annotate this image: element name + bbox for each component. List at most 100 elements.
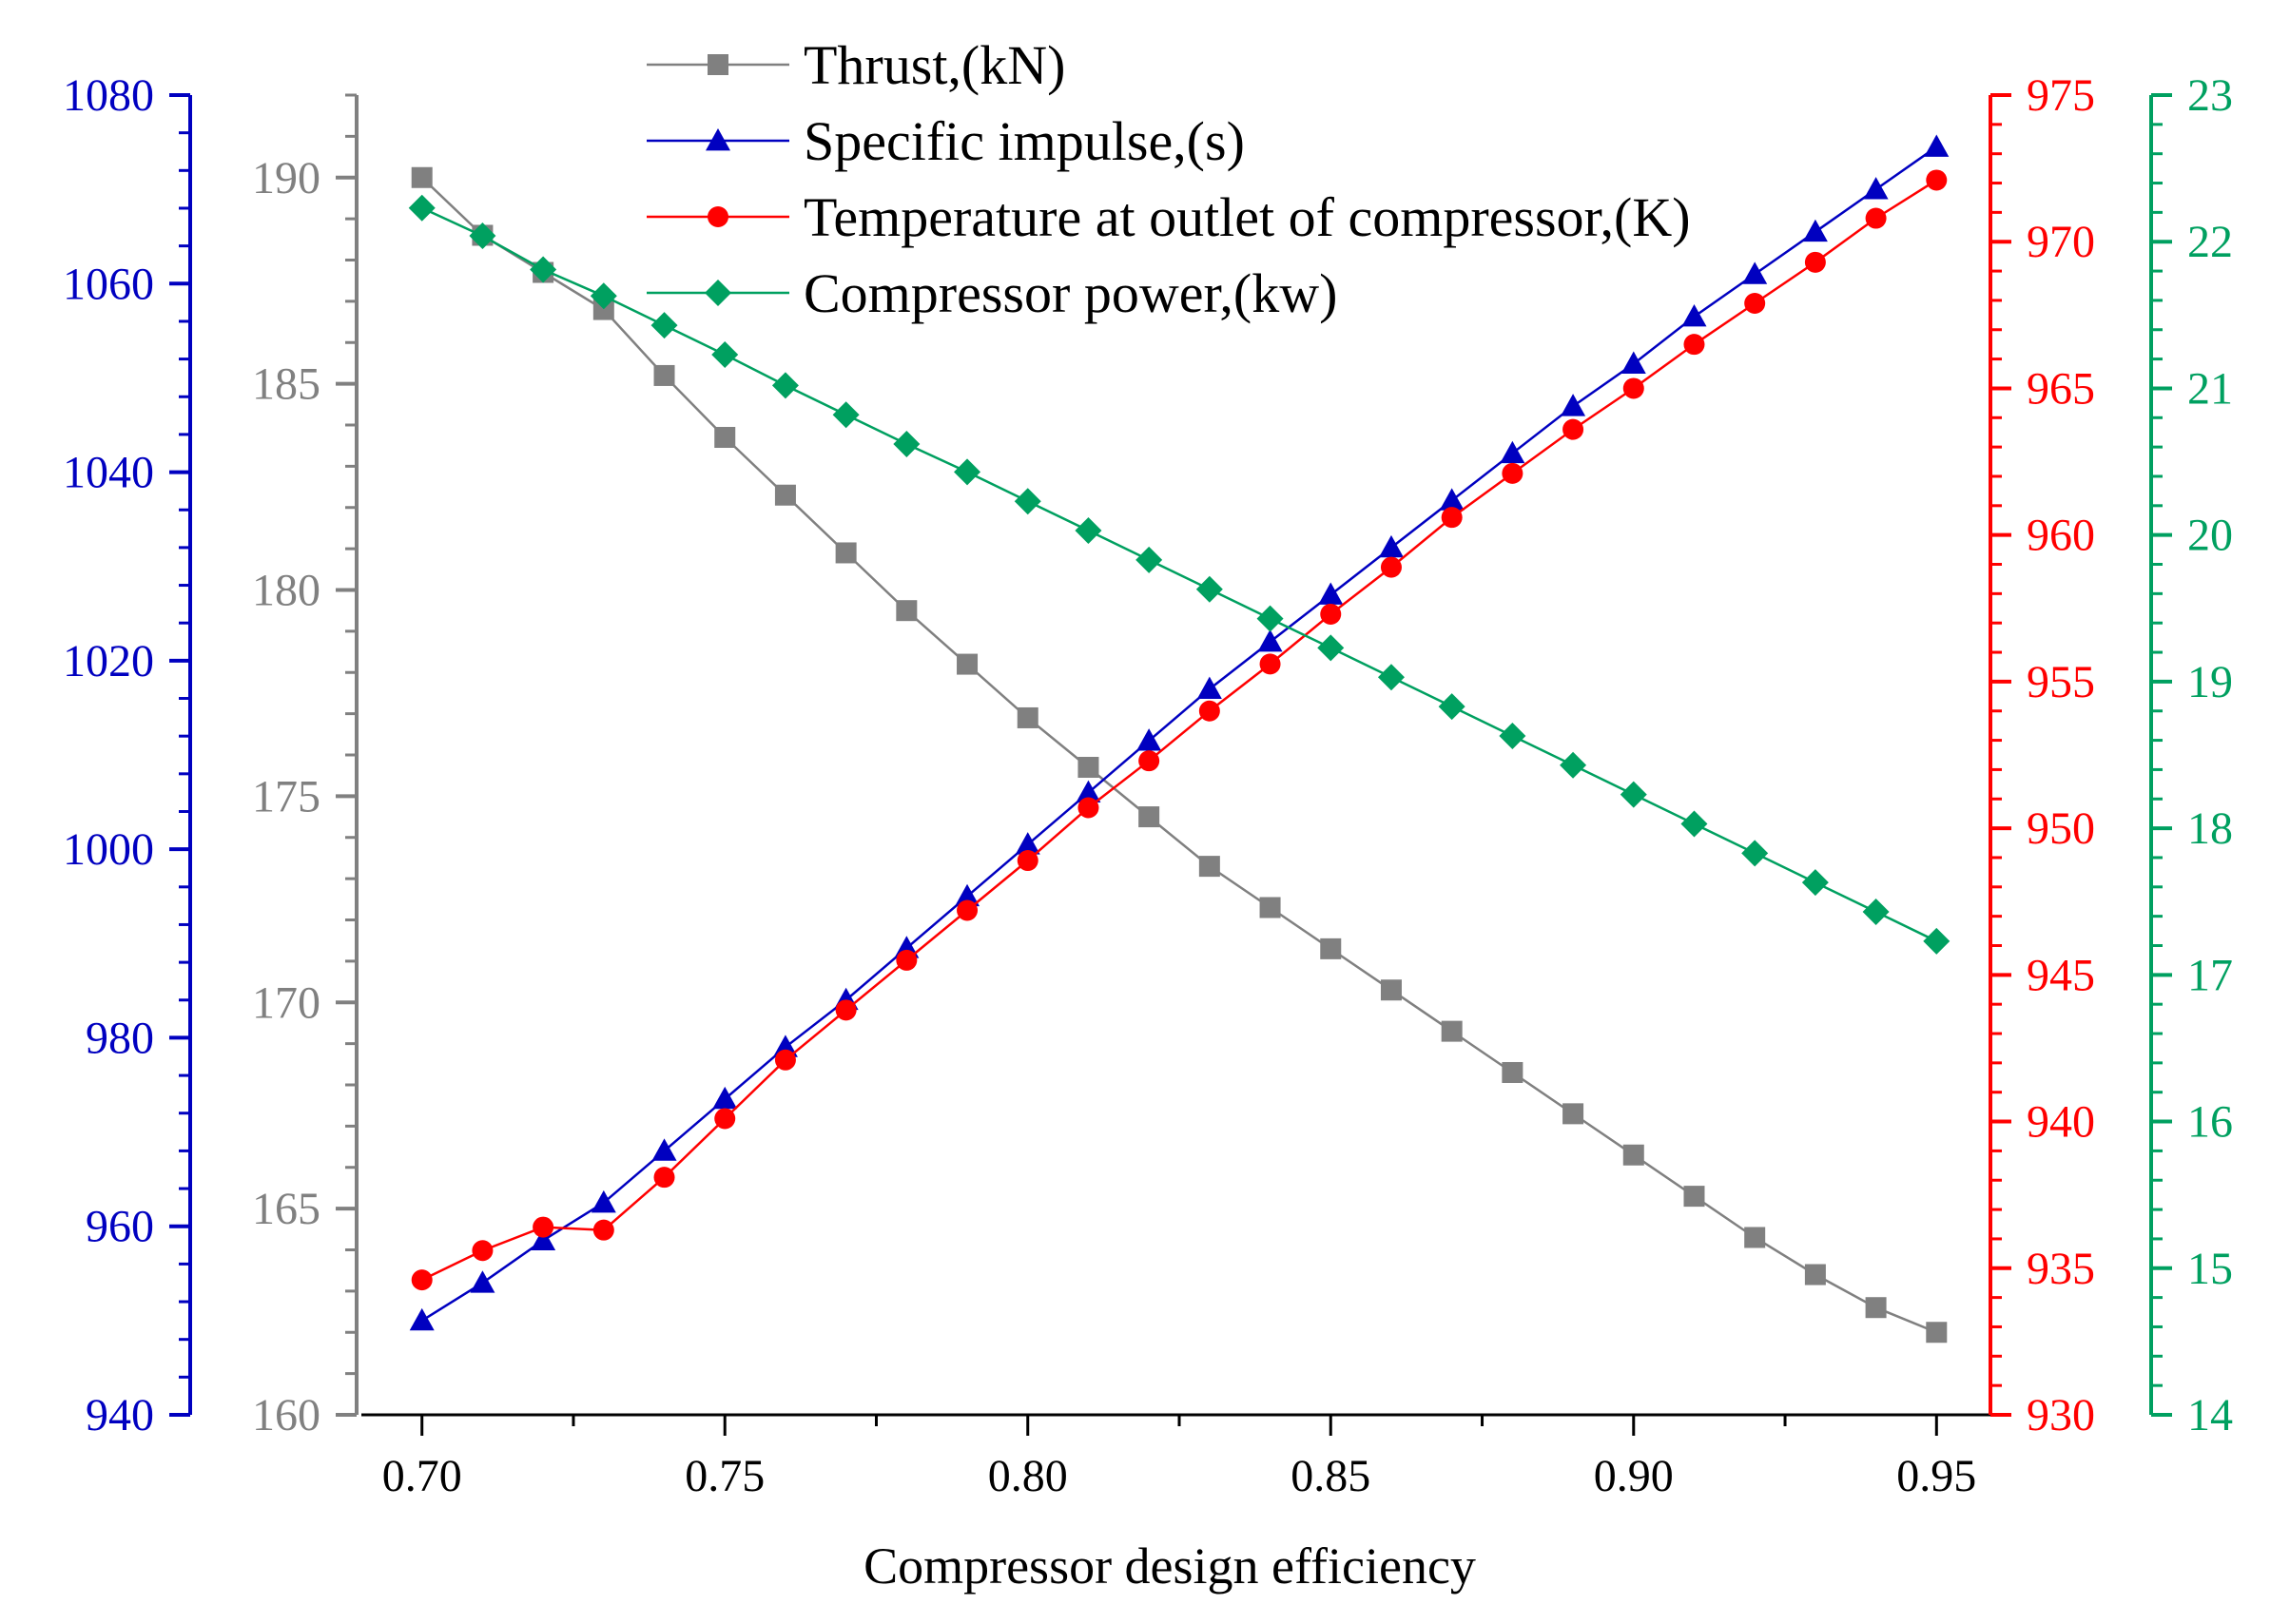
temperature-tick-label: 940 [2027,1097,2095,1148]
data-point [772,1034,798,1057]
thrust-tick-label: 185 [252,359,320,410]
temperature-tick-label: 955 [2027,657,2095,707]
data-point [1683,334,1705,356]
thrust-tick-label: 165 [252,1184,320,1234]
data-point [409,1307,435,1331]
data-point [1680,810,1708,838]
legend-marker [708,54,728,75]
power-tick-label: 20 [2187,511,2233,561]
data-point [957,899,979,921]
power-tick-label: 22 [2187,217,2233,267]
data-point [470,1270,495,1293]
data-point [653,364,675,386]
series-diamond [408,194,1950,955]
thrust-tick-label: 170 [252,977,320,1028]
data-point [1138,750,1160,772]
data-point [1681,303,1707,327]
data-point [1620,351,1646,374]
legend-marker [705,280,731,306]
data-point [411,166,433,188]
data-point [591,1189,616,1213]
data-point [835,999,857,1021]
data-point [653,1167,675,1189]
data-point [1320,603,1342,625]
power-tick-label: 21 [2187,363,2233,414]
data-point [1196,676,1222,699]
data-point [714,427,736,449]
data-point [957,653,979,675]
isp-tick-label: 1060 [63,259,154,309]
data-point [1499,722,1526,749]
data-point [1500,440,1525,464]
data-point [832,401,860,429]
power-tick-label: 23 [2187,70,2233,121]
data-point [1380,556,1402,578]
legend-marker [706,128,730,151]
series-line [421,206,1937,943]
data-point [592,299,614,320]
thrust-y-axis: 160 165 170 175 180 185 190 [252,93,359,1440]
temperature-tick-label: 935 [2027,1244,2095,1294]
power-tick-label: 14 [2187,1390,2233,1440]
data-point [1017,706,1038,728]
x-tick-label: 0.85 [1291,1451,1370,1501]
data-point [1742,261,1768,284]
data-point [1198,856,1220,878]
data-point [893,431,921,458]
data-point [774,1049,796,1071]
data-point [1014,488,1041,515]
series-line [421,179,1937,1282]
data-point [955,883,980,907]
data-point [1075,517,1102,545]
data-point [771,372,799,399]
x-tick-label: 0.80 [988,1451,1068,1501]
isp-tick-label: 1080 [63,70,154,121]
data-point [1195,575,1223,603]
data-point [1017,850,1038,872]
temperature-tick-label: 960 [2027,511,2095,561]
data-point [1802,219,1828,242]
data-point [472,1240,494,1262]
data-point [1136,728,1162,751]
data-point [1135,546,1163,573]
x-tick-label: 0.95 [1896,1451,1976,1501]
data-point [1863,177,1889,200]
data-point [1256,605,1284,632]
data-point [1502,1061,1523,1083]
data-point [1622,377,1644,399]
power-tick-label: 19 [2187,657,2233,707]
isp-tick-label: 1000 [63,824,154,875]
legend-marker [708,206,728,227]
data-point [1741,840,1769,867]
data-point [1077,797,1099,819]
data-point [1620,781,1647,808]
thrust-tick-label: 180 [252,566,320,616]
data-point [590,282,617,310]
data-point [1380,979,1402,1001]
temperature-tick-label: 945 [2027,950,2095,1000]
isp-tick-label: 940 [86,1390,154,1440]
data-point [1562,1103,1584,1125]
data-point [1560,751,1587,779]
data-point [1804,251,1826,273]
power-tick-label: 18 [2187,803,2233,854]
isp-tick-label: 1020 [63,636,154,686]
series-layer [408,134,1950,1344]
x-tick-label: 0.75 [685,1451,765,1501]
data-point [1076,780,1101,803]
thrust-tick-label: 190 [252,153,320,203]
data-point [711,340,739,368]
data-point [1259,897,1281,918]
data-point [1862,899,1890,926]
data-point [896,600,918,622]
temperature-tick-label: 965 [2027,363,2095,414]
data-point [1926,169,1948,191]
data-point [1441,1020,1463,1042]
data-point [1804,1264,1826,1286]
isp-y-axis: 940 960 980 1000 1020 1040 1060 1080 [63,70,192,1440]
legend-item: Compressor power,(kw) [647,262,1337,324]
data-point [1622,1144,1644,1166]
power-tick-label: 17 [2187,950,2233,1000]
temperature-y-axis: 930 935 940 945 950 955 960 965 970 975 [1989,70,2095,1440]
